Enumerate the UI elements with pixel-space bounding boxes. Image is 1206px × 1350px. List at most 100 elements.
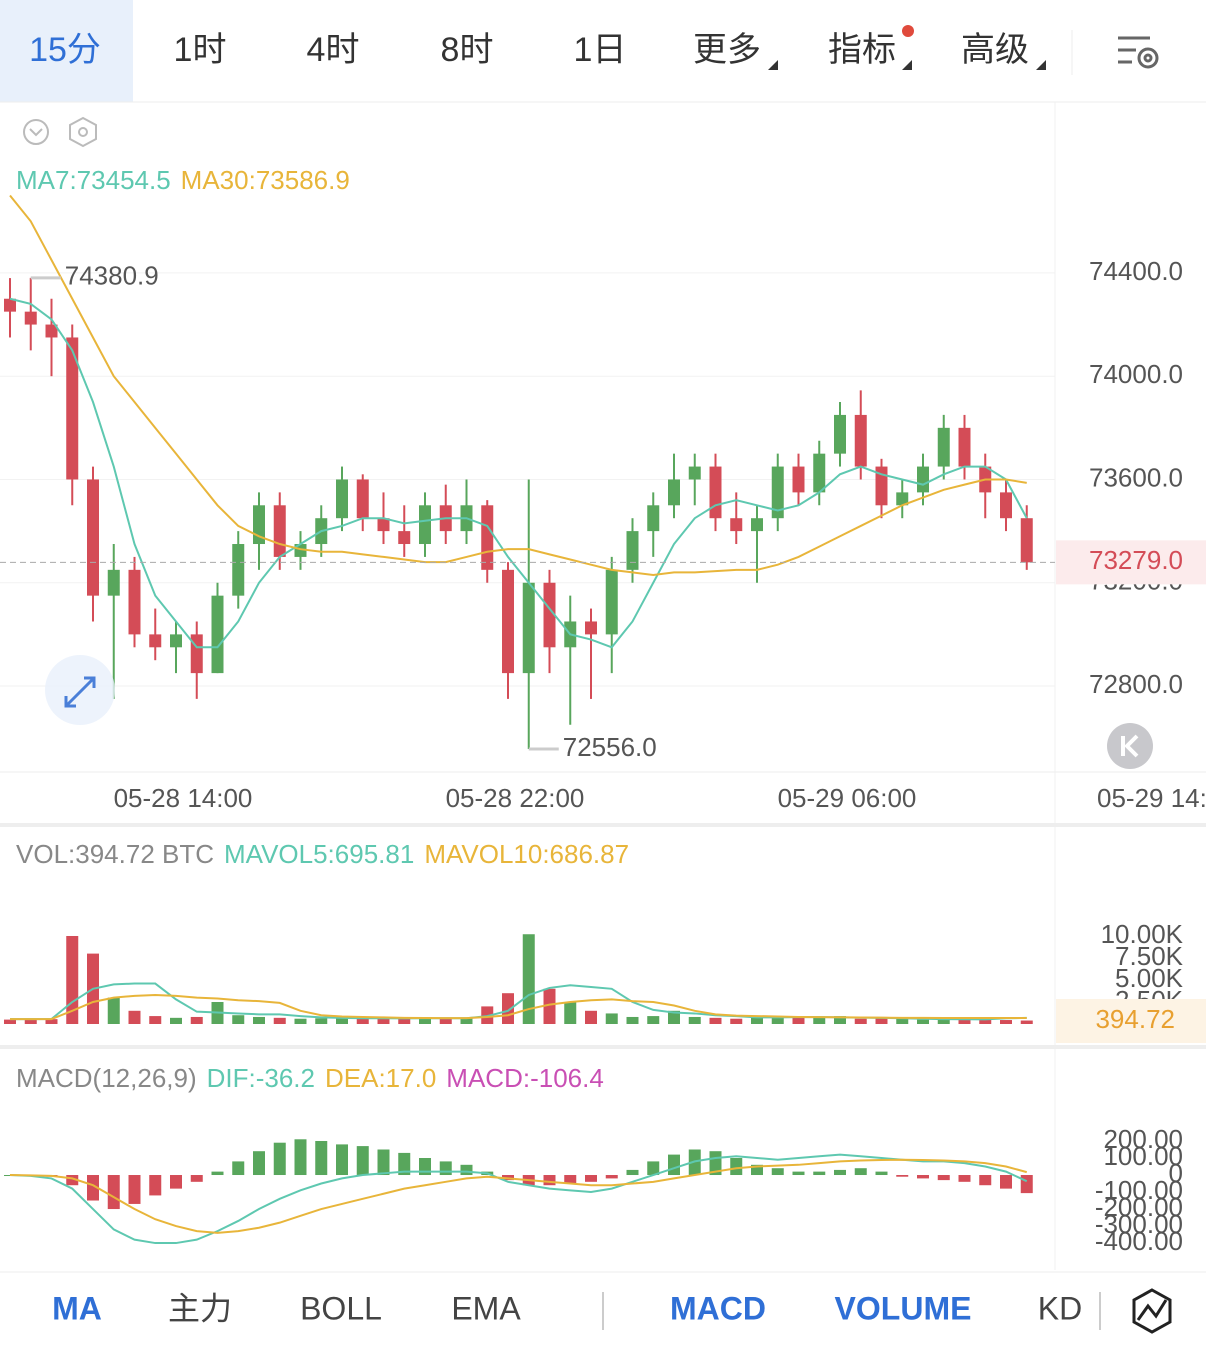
tab[interactable]: 1日	[574, 31, 627, 69]
chart-layer: 74400.074000.073600.073200.072800.0MA7:7…	[0, 165, 1206, 1256]
macd-bar	[211, 1171, 224, 1176]
indicator-line	[9, 1158, 1028, 1234]
volume-bar	[232, 1015, 245, 1024]
macd-bar	[170, 1175, 182, 1189]
candle-body	[481, 505, 494, 570]
candle-body	[45, 324, 58, 338]
bottom-bar: MA 主力 BOLL EMA MACD VOLUME KD	[52, 1288, 1172, 1334]
high-label: 74380.9	[65, 261, 159, 291]
y-tick-label: -200.00	[1095, 1192, 1183, 1222]
candle-body	[668, 479, 680, 506]
macd-bar	[730, 1158, 743, 1176]
candle-body	[834, 414, 846, 454]
indicator-tab[interactable]: 主力	[168, 1290, 232, 1326]
macd-bar	[543, 1175, 556, 1186]
indicator-tab[interactable]: MACD	[670, 1290, 766, 1326]
y-tick-label: 200.00	[1103, 1124, 1183, 1154]
volume-bar	[273, 1017, 286, 1024]
tab[interactable]: 4时	[307, 31, 360, 69]
active-tab-bg	[0, 0, 133, 102]
volume-bar	[66, 935, 79, 1024]
candle-body	[585, 621, 597, 635]
macd-bar	[315, 1140, 328, 1176]
y-tick-label: 74000.0	[1089, 359, 1183, 389]
dropdown-arrows	[768, 60, 1046, 70]
volume-bar	[149, 1016, 162, 1024]
settings-hex-dot	[78, 127, 88, 137]
macd-bar	[398, 1152, 411, 1176]
volume-bar	[937, 1018, 950, 1024]
tab[interactable]: 15分	[29, 31, 101, 69]
macd-title: MACD(12,26,9)	[16, 1063, 197, 1093]
indicator-tab[interactable]: MA	[52, 1290, 102, 1326]
indicator-tab[interactable]: KD	[1038, 1290, 1082, 1326]
y-tick-label: 72800.0	[1089, 669, 1183, 699]
macd-bar	[294, 1139, 307, 1176]
tab[interactable]: 高级	[961, 31, 1029, 69]
volume-bar	[668, 1010, 680, 1024]
indicator-line	[9, 194, 1027, 577]
macd-bar	[771, 1168, 784, 1176]
indicator-line	[9, 1153, 1028, 1245]
candle-body	[273, 505, 286, 557]
candle-body	[419, 505, 431, 545]
macd-bar	[87, 1175, 99, 1201]
candle-body	[751, 518, 763, 532]
volume-bar	[1000, 1020, 1012, 1024]
legend-entry: DIF:-36.2	[207, 1063, 315, 1093]
volume-bar	[771, 1016, 784, 1024]
tab[interactable]: 8时	[441, 31, 494, 69]
macd-bar	[460, 1164, 473, 1176]
draw-tool-icon[interactable]	[1132, 1288, 1172, 1334]
legend-entry: MAVOL10:686.87	[424, 839, 629, 869]
macd-bar	[937, 1175, 950, 1181]
indicator-tab[interactable]: VOLUME	[835, 1290, 972, 1326]
macd-bar	[979, 1175, 992, 1186]
macd-bar	[128, 1175, 141, 1204]
legend-entry: MA7:73454.5	[16, 165, 171, 195]
tab-bar: 15分 1时 4时 8时 1日 更多 指标 高级	[29, 25, 1159, 75]
settings-icon[interactable]	[1118, 36, 1159, 69]
candle-body	[336, 479, 348, 519]
volume-bar	[958, 1019, 971, 1024]
macd-bar	[273, 1142, 286, 1176]
back-button[interactable]	[1107, 723, 1153, 769]
collapse-icon[interactable]	[23, 119, 49, 145]
tab[interactable]: 更多	[693, 31, 761, 69]
candle-body	[66, 337, 79, 480]
macd-bar	[336, 1144, 348, 1176]
volume-bar	[107, 997, 120, 1024]
candle-body	[294, 544, 307, 557]
indicator-tab[interactable]: BOLL	[300, 1290, 382, 1326]
candle-body	[1000, 492, 1012, 519]
settings-hex[interactable]	[69, 116, 97, 148]
macd-bar	[149, 1175, 162, 1196]
macd-bar	[66, 1175, 79, 1186]
candle-body	[626, 531, 639, 570]
macd-bar	[896, 1175, 909, 1177]
candle-body	[688, 466, 701, 480]
macd-bar	[564, 1175, 577, 1184]
macd-bar	[1020, 1175, 1033, 1194]
candle-body	[149, 634, 162, 648]
volume-bar	[626, 1016, 639, 1024]
candle-body	[170, 634, 182, 648]
y-tick-label: -400.00	[1095, 1226, 1183, 1256]
tab[interactable]: 指标	[828, 31, 896, 69]
candle-body	[792, 466, 805, 493]
indicator-tab[interactable]: EMA	[451, 1290, 521, 1326]
macd-bar	[377, 1149, 390, 1176]
macd-bar	[232, 1161, 245, 1176]
candle-body	[4, 298, 16, 312]
volume-bar	[1020, 1020, 1033, 1024]
volume-bar	[834, 1016, 846, 1024]
candle-body	[709, 466, 722, 519]
volume-bar	[979, 1019, 992, 1024]
volume-bar	[709, 1017, 722, 1024]
volume-bar	[24, 1018, 37, 1024]
volume-bar	[688, 1016, 701, 1024]
candle-body	[543, 582, 556, 648]
macd-bar	[356, 1146, 369, 1176]
tab[interactable]: 1时	[174, 31, 227, 69]
